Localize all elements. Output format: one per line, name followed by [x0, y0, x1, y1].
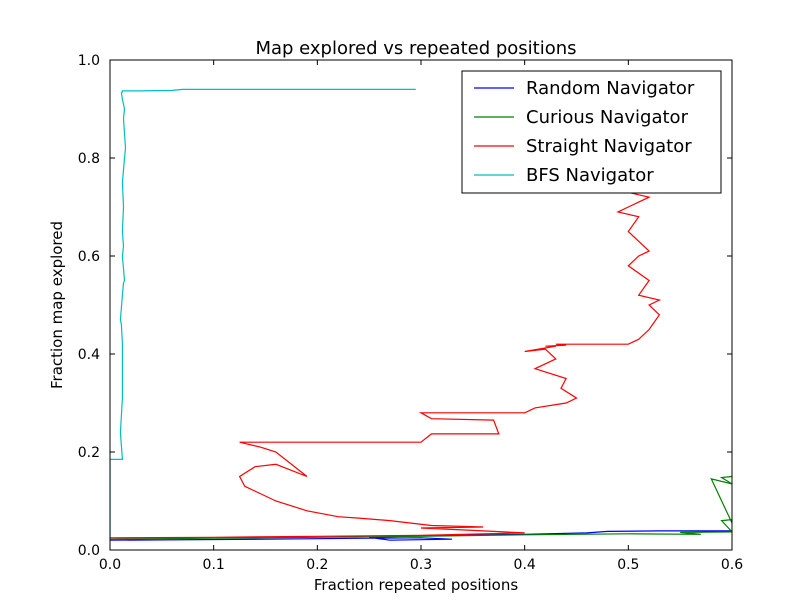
x-tick-label: 0.1: [203, 557, 225, 573]
legend-label: BFS Navigator: [526, 165, 654, 186]
y-tick-label: 0.6: [78, 249, 100, 265]
y-tick-label: 0.4: [78, 347, 100, 363]
x-tick-label: 0.3: [410, 557, 432, 573]
legend-label: Straight Navigator: [526, 136, 692, 157]
y-tick-label: 1.0: [78, 53, 100, 69]
x-tick-label: 0.0: [99, 557, 121, 573]
legend: Random Navigator Curious Navigator Straigh…: [461, 70, 722, 194]
series-line-bfs-navigator: [110, 88, 416, 541]
x-tick-label: 0.5: [617, 557, 639, 573]
legend-label: Random Navigator: [526, 78, 695, 99]
series-line-straight-navigator: [110, 186, 662, 539]
legend-label: Curious Navigator: [526, 107, 689, 128]
y-tick-label: 0.2: [78, 445, 100, 461]
series-line-curious-navigator: [110, 475, 732, 540]
y-axis-label: Fraction map explored: [48, 221, 66, 389]
ticks-layer: 0.0 0.1 0.2 0.3 0.4 0.5 0.6 0.0 0.2 0.4 0.6 0.8 1.0: [78, 53, 743, 573]
x-tick-label: 0.6: [721, 557, 743, 573]
x-tick-label: 0.2: [306, 557, 328, 573]
legend-box: [461, 70, 722, 194]
x-tick-label: 0.4: [514, 557, 536, 573]
x-axis-label: Fraction repeated positions: [314, 576, 518, 594]
series-layer: [110, 88, 732, 541]
chart-title: Map explored vs repeated positions: [255, 38, 576, 59]
y-tick-label: 0.0: [78, 543, 100, 559]
y-tick-label: 0.8: [78, 151, 100, 167]
